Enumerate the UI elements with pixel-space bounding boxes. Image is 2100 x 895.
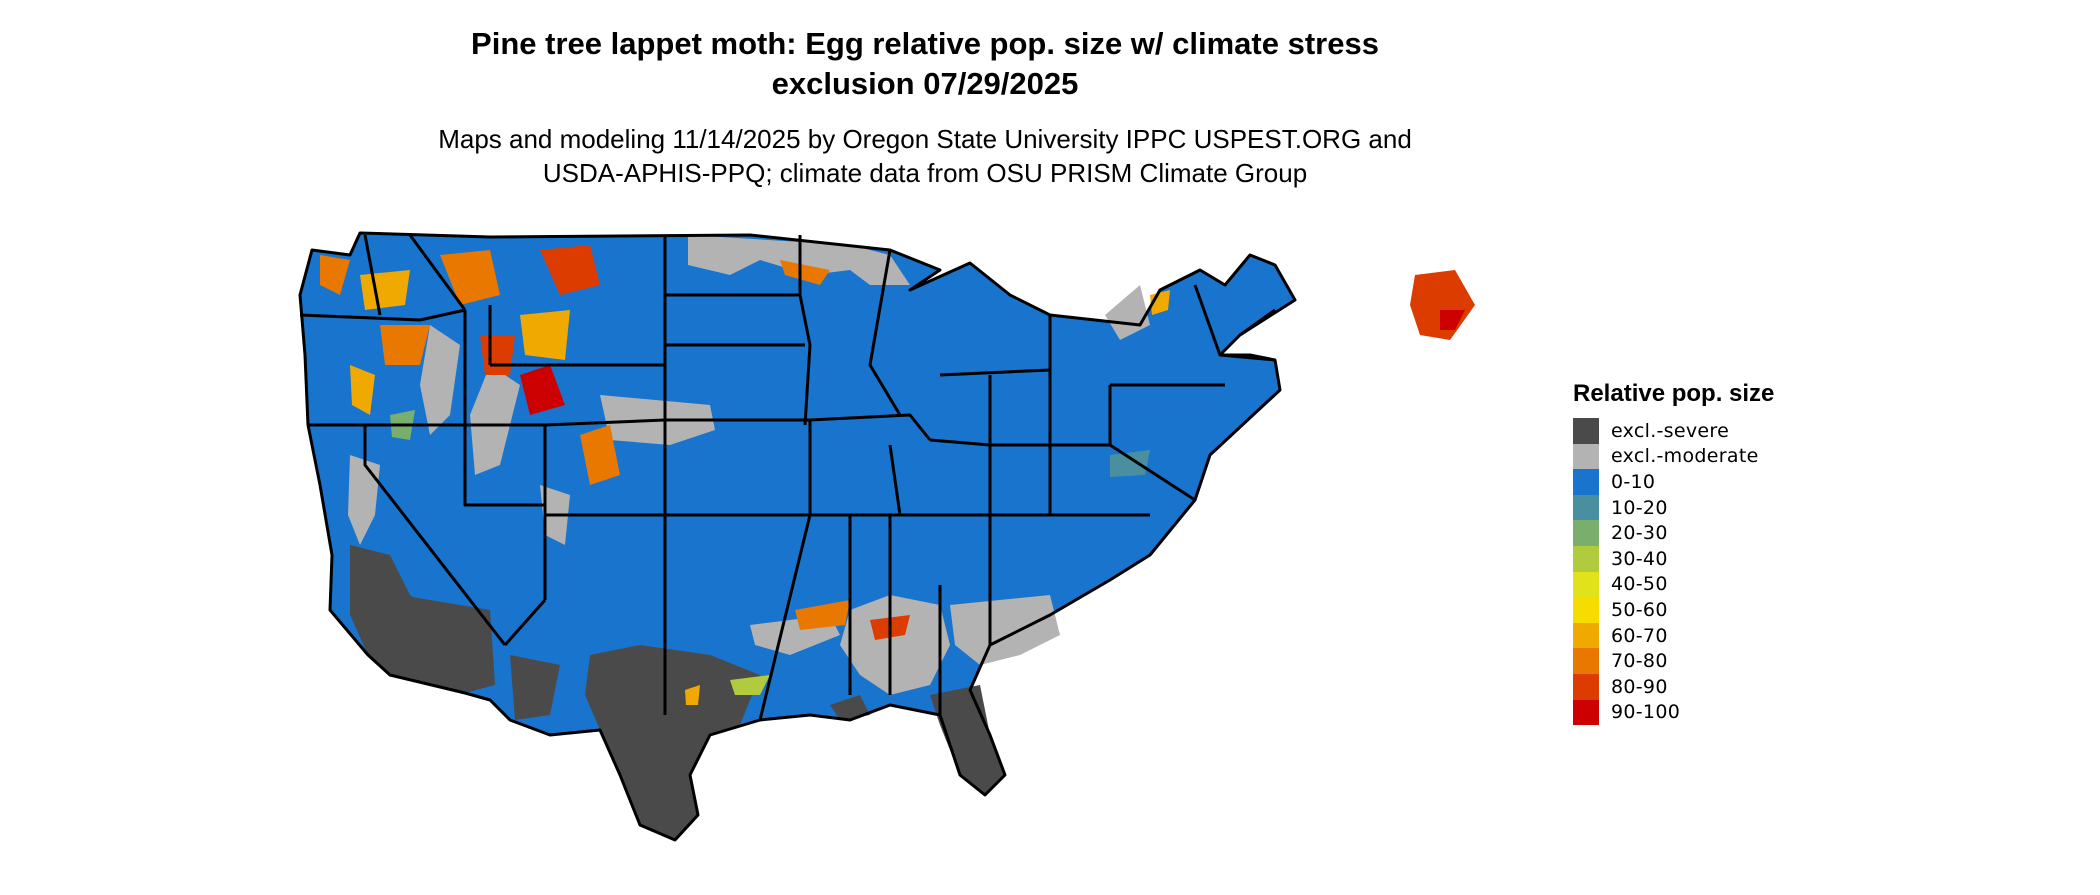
legend-swatch [1573, 520, 1599, 546]
legend-item: 60-70 [1573, 622, 1833, 649]
legend-label: 10-20 [1611, 496, 1668, 519]
map-subtitle: Maps and modeling 11/14/2025 by Oregon S… [0, 122, 1850, 190]
map-title-line-2: exclusion 07/29/2025 [771, 66, 1079, 101]
legend-swatch [1573, 494, 1599, 521]
legend-label: 20-30 [1611, 522, 1668, 545]
legend-swatch [1573, 443, 1599, 470]
legend-item: 80-90 [1573, 673, 1833, 700]
legend-items: excl.-severe excl.-moderate 0-10 10-20 20-30… [1573, 418, 1833, 726]
legend-label: 40-50 [1611, 573, 1668, 596]
legend-item: 10-20 [1573, 494, 1833, 521]
map-title-line-1: Pine tree lappet moth: Egg relative pop.… [471, 26, 1379, 61]
legend-item: 50-60 [1573, 597, 1833, 623]
legend-item: 30-40 [1573, 545, 1833, 572]
legend-swatch [1573, 597, 1599, 623]
legend-label: 70-80 [1611, 650, 1668, 673]
legend-label: 80-90 [1611, 675, 1668, 698]
legend-label: 30-40 [1611, 547, 1668, 570]
legend-label: excl.-moderate [1611, 445, 1759, 468]
legend-label: 90-100 [1611, 701, 1681, 724]
legend-label: excl.-severe [1611, 419, 1730, 442]
legend-swatch [1573, 622, 1599, 649]
map-subtitle-line-1: Maps and modeling 11/14/2025 by Oregon S… [438, 124, 1412, 154]
legend-swatch [1573, 648, 1599, 674]
legend-item: 0-10 [1573, 469, 1833, 495]
legend-swatch [1573, 469, 1599, 495]
legend-label: 0-10 [1611, 470, 1656, 493]
risk-hotspots [320, 245, 1475, 705]
legend-item: 40-50 [1573, 571, 1833, 598]
legend-swatch [1573, 545, 1599, 572]
state-borders [298, 231, 1297, 842]
legend-title: Relative pop. size [1573, 380, 1775, 407]
legend-label: 60-70 [1611, 624, 1668, 647]
legend-item: 90-100 [1573, 699, 1833, 726]
us-map [298, 231, 1475, 842]
legend-swatch [1573, 418, 1599, 444]
legend-label: 50-60 [1611, 598, 1668, 621]
excl-severe-zones [350, 545, 1005, 840]
legend-item: excl.-moderate [1573, 443, 1833, 470]
legend: Relative pop. size excl.-severe excl.-mod… [1573, 378, 1833, 726]
map-subtitle-line-2: USDA-APHIS-PPQ; climate data from OSU PR… [542, 158, 1308, 188]
legend-item: 20-30 [1573, 520, 1833, 546]
map-title: Pine tree lappet moth: Egg relative pop.… [0, 24, 1850, 104]
legend-item: 70-80 [1573, 648, 1833, 674]
legend-item: excl.-severe [1573, 418, 1833, 444]
legend-swatch [1573, 571, 1599, 598]
legend-swatch [1573, 699, 1599, 726]
legend-swatch [1573, 673, 1599, 700]
